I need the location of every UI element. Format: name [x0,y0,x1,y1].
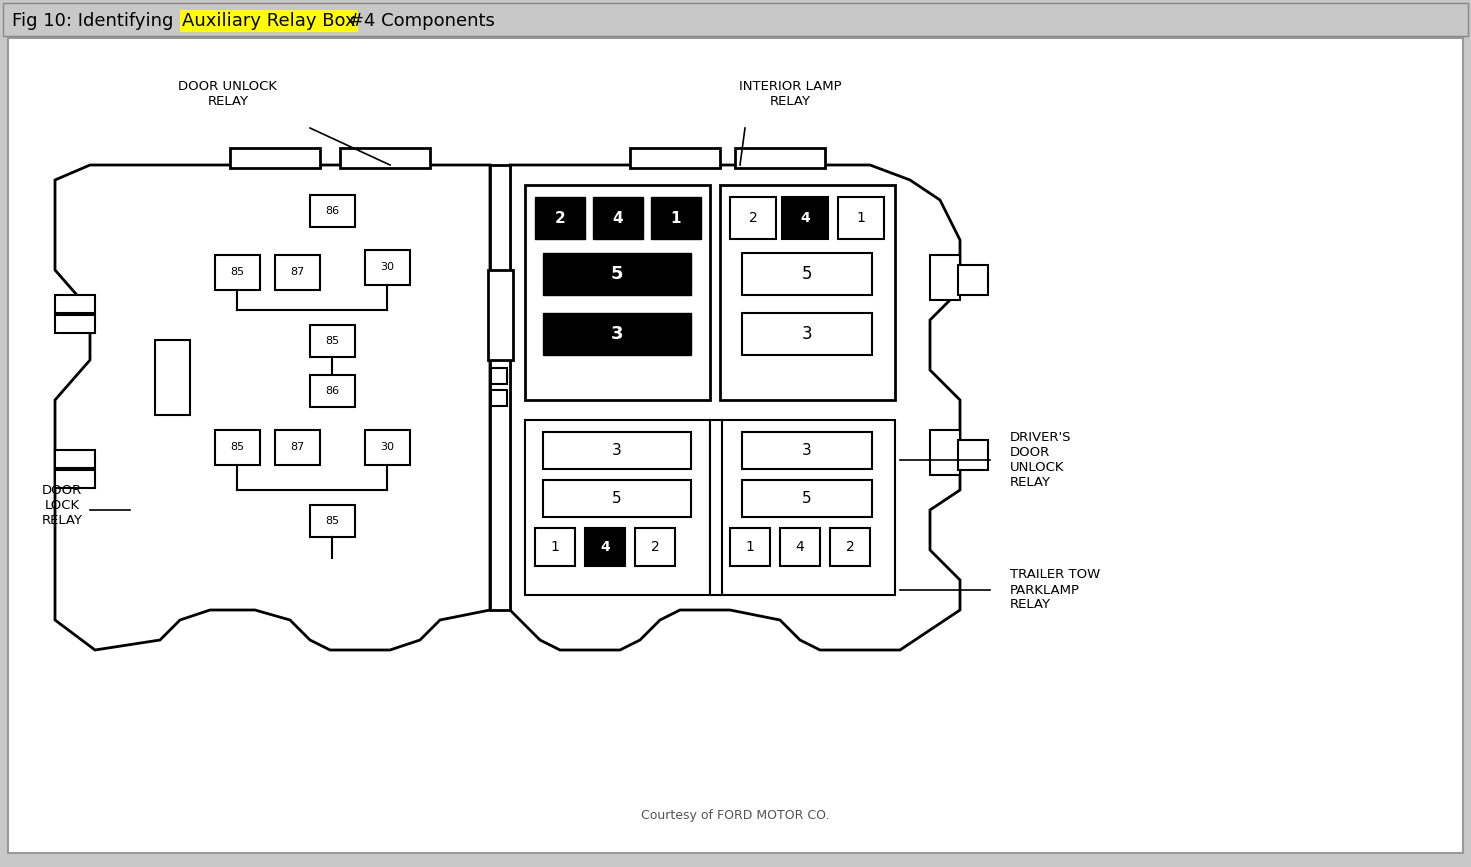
Bar [525,185,710,400]
Bar [585,528,625,566]
Polygon shape [54,165,490,650]
Text: 4: 4 [600,540,610,554]
Text: 4: 4 [613,211,624,225]
Bar [719,185,894,400]
Text: 3: 3 [610,325,624,343]
Bar [490,165,510,610]
Text: 3: 3 [612,442,622,458]
Bar [719,420,894,595]
Bar [229,148,321,168]
Text: #4 Components: #4 Components [344,12,496,30]
Bar [3,3,1468,36]
Bar [54,295,96,313]
Bar [593,197,643,239]
Text: 87: 87 [290,442,304,452]
Text: 1: 1 [550,540,559,554]
Text: 2: 2 [749,211,758,225]
Bar [736,148,825,168]
Bar [54,450,96,468]
Bar [488,270,513,360]
Text: 2: 2 [650,540,659,554]
Text: DOOR UNLOCK
RELAY: DOOR UNLOCK RELAY [178,80,278,108]
Bar [215,430,260,465]
Text: 86: 86 [325,386,338,396]
Text: 1: 1 [856,211,865,225]
Bar [652,197,702,239]
Text: DRIVER'S
DOOR
UNLOCK
RELAY: DRIVER'S DOOR UNLOCK RELAY [1011,431,1071,489]
Text: 30: 30 [380,262,394,272]
Bar [741,432,872,469]
Text: 85: 85 [229,267,244,277]
Bar [958,265,989,295]
Bar [310,375,355,407]
Text: Auxiliary Relay Box: Auxiliary Relay Box [182,12,356,30]
Bar [54,315,96,333]
Bar [543,313,691,355]
Bar [154,340,190,415]
Bar [730,197,777,239]
Text: 1: 1 [671,211,681,225]
Bar [310,195,355,227]
Bar [275,255,321,290]
Bar [215,255,260,290]
Text: 4: 4 [796,540,805,554]
Text: TRAILER TOW
PARKLAMP
RELAY: TRAILER TOW PARKLAMP RELAY [1011,569,1100,611]
Text: 85: 85 [325,336,338,346]
Bar [830,528,869,566]
Bar [741,253,872,295]
Bar [710,420,722,595]
Bar [741,480,872,517]
Bar [730,528,769,566]
Text: Courtesy of FORD MOTOR CO.: Courtesy of FORD MOTOR CO. [641,809,830,822]
Text: 30: 30 [380,442,394,452]
Text: 2: 2 [846,540,855,554]
Bar [630,148,719,168]
Text: 5: 5 [802,491,812,505]
Bar [310,505,355,537]
Bar [543,432,691,469]
Bar [780,528,819,566]
Bar [535,528,575,566]
Bar [365,430,410,465]
Bar [365,250,410,285]
Text: 3: 3 [802,325,812,343]
Bar [543,253,691,295]
Bar [340,148,430,168]
Bar [783,197,828,239]
Bar [741,313,872,355]
Text: 85: 85 [325,516,338,526]
Bar [491,390,507,406]
Text: 3: 3 [802,442,812,458]
Text: 85: 85 [229,442,244,452]
Text: 4: 4 [800,211,811,225]
Text: 87: 87 [290,267,304,277]
Bar [635,528,675,566]
Bar [535,197,585,239]
Bar [930,255,961,300]
Bar [930,430,961,475]
Text: 1: 1 [746,540,755,554]
Text: INTERIOR LAMP
RELAY: INTERIOR LAMP RELAY [738,80,841,108]
Bar [275,430,321,465]
Text: 5: 5 [612,491,622,505]
Text: DOOR
LOCK
RELAY: DOOR LOCK RELAY [41,484,82,526]
Bar [958,440,989,470]
Bar [491,368,507,384]
Bar [838,197,884,239]
Text: 2: 2 [555,211,565,225]
Bar [543,480,691,517]
Text: Fig 10: Identifying: Fig 10: Identifying [12,12,179,30]
Polygon shape [510,165,961,650]
Text: 86: 86 [325,206,338,216]
Text: 5: 5 [802,265,812,283]
Text: 5: 5 [610,265,624,283]
Bar [310,325,355,357]
Bar [525,420,710,595]
Bar [54,470,96,488]
